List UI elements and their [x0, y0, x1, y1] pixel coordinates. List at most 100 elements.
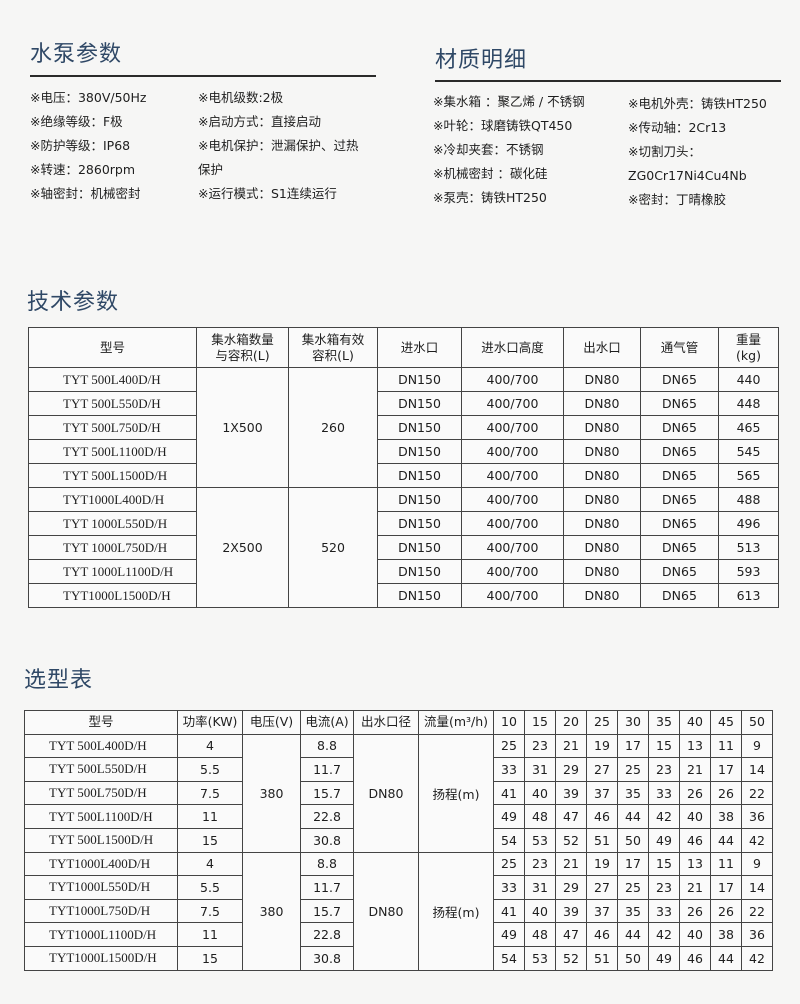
tech-params-table: 型号 集水箱数量与容积(L) 集水箱有效容积(L) 进水口 进水口高度 出水口 通气管 重量(…: [28, 327, 779, 608]
flow-header: 20: [555, 710, 587, 735]
current-cell: 15.7: [300, 898, 354, 924]
head-cell: 44: [710, 945, 742, 971]
head-cell: 41: [493, 780, 525, 806]
column-header: 出水口径: [353, 710, 419, 735]
head-cell: 13: [679, 733, 711, 759]
current-cell: 22.8: [300, 922, 354, 947]
table-row: TYT1000L1500D/H DN150 400/700 DN80 DN65 613: [28, 583, 779, 608]
pump-params-heading: 水泵参数: [30, 42, 123, 67]
column-header: 型号: [24, 710, 178, 735]
value-cell: DN150: [377, 487, 462, 512]
value-cell: 400/700: [461, 559, 564, 584]
divider: [435, 80, 781, 82]
head-cell: 50: [617, 945, 649, 971]
head-cell: 14: [741, 875, 773, 900]
model-cell: TYT 500L1100D/H: [24, 804, 178, 829]
column-header: 重量(kg): [718, 327, 779, 368]
model-cell: TYT 500L1500D/H: [28, 463, 197, 488]
head-cell: 53: [524, 827, 556, 853]
flow-header: 10: [493, 710, 525, 735]
spec-item: ※启动方式：直接启动: [198, 114, 321, 129]
head-cell: 49: [648, 945, 680, 971]
table-row: TYT 500L1100D/H 11 22.8 49 48 47 46 44 42 40 38 36: [24, 804, 773, 829]
table-row: TYT1000L1100D/H 11 22.8 49 48 47 46 44 42 40 38 36: [24, 922, 773, 947]
spec-item: ※绝缘等级：F极: [30, 114, 123, 129]
value-cell: DN65: [640, 511, 719, 536]
outlet-cell: DN80: [353, 733, 419, 853]
power-cell: 15: [177, 945, 243, 971]
table-row: TYT1000L750D/H 7.5 15.7 41 40 39 37 35 33 26 26 22: [24, 898, 773, 924]
head-cell: 22: [741, 898, 773, 924]
value-cell: DN150: [377, 511, 462, 536]
spec-item: ZG0Cr17Ni4Cu4Nb: [628, 168, 747, 183]
value-cell: 400/700: [461, 535, 564, 560]
current-cell: 11.7: [300, 875, 354, 900]
head-cell: 33: [493, 875, 525, 900]
head-cell: 46: [679, 827, 711, 853]
spec-item: ※电机保护：泄漏保护、过热: [198, 138, 359, 153]
head-cell: 49: [493, 922, 525, 947]
model-cell: TYT 500L550D/H: [24, 757, 178, 782]
value-cell: 400/700: [461, 463, 564, 488]
model-cell: TYT 1000L550D/H: [28, 511, 197, 536]
head-cell: 25: [493, 851, 525, 877]
head-cell: 23: [648, 757, 680, 782]
value-cell: DN80: [563, 439, 641, 464]
head-cell: 49: [648, 827, 680, 853]
column-header: 电流(A): [300, 710, 354, 735]
voltage-cell: 380: [242, 851, 301, 971]
model-cell: TYT 1000L750D/H: [28, 535, 197, 560]
power-cell: 15: [177, 827, 243, 853]
value-cell: 400/700: [461, 439, 564, 464]
head-cell: 36: [741, 804, 773, 829]
spec-item: ※轴密封：机械密封: [30, 186, 141, 201]
table-row: TYT 500L1100D/H DN150 400/700 DN80 DN65 545: [28, 439, 779, 464]
value-cell: DN80: [563, 415, 641, 440]
head-cell: 19: [586, 851, 618, 877]
value-cell: DN80: [563, 535, 641, 560]
head-cell: 9: [741, 733, 773, 759]
value-cell: 400/700: [461, 367, 564, 392]
flow-header: 35: [648, 710, 680, 735]
value-cell: 400/700: [461, 583, 564, 608]
value-cell: 613: [718, 583, 779, 608]
head-label-cell: 扬程(m): [418, 733, 494, 853]
tank-cell: 2X500: [196, 487, 289, 608]
spec-item: ※电机外壳：铸铁HT250: [628, 96, 767, 111]
head-cell: 52: [555, 827, 587, 853]
current-cell: 22.8: [300, 804, 354, 829]
head-cell: 27: [586, 757, 618, 782]
head-cell: 33: [648, 898, 680, 924]
head-cell: 36: [741, 922, 773, 947]
column-header: 功率(KW): [177, 710, 243, 735]
model-cell: TYT1000L750D/H: [24, 898, 178, 924]
head-cell: 33: [648, 780, 680, 806]
head-cell: 47: [555, 922, 587, 947]
spec-item: ※切割刀头：: [628, 144, 701, 159]
head-cell: 9: [741, 851, 773, 877]
outlet-cell: DN80: [353, 851, 419, 971]
table-row: TYT1000L400D/H 2X500 520 DN150 400/700 DN80 DN…: [28, 487, 779, 608]
head-cell: 21: [679, 875, 711, 900]
value-cell: 545: [718, 439, 779, 464]
head-cell: 11: [710, 733, 742, 759]
materials-col2: ※电机外壳：铸铁HT250 ※传动轴：2Cr13 ※切割刀头： ZG0Cr17Ni4C…: [628, 92, 767, 212]
flow-header: 30: [617, 710, 649, 735]
power-cell: 7.5: [177, 780, 243, 806]
head-cell: 52: [555, 945, 587, 971]
value-cell: DN65: [640, 463, 719, 488]
spec-item: ※集水箱 ：聚乙烯 / 不锈钢: [433, 94, 585, 109]
value-cell: DN65: [640, 535, 719, 560]
model-cell: TYT 500L750D/H: [28, 415, 197, 440]
head-cell: 27: [586, 875, 618, 900]
value-cell: DN65: [640, 559, 719, 584]
head-cell: 26: [710, 780, 742, 806]
spec-item: ※机械密封 ：碳化硅: [433, 166, 548, 181]
flow-header: 40: [679, 710, 711, 735]
spec-item: ※传动轴：2Cr13: [628, 120, 727, 135]
table-row: TYT 1000L550D/H DN150 400/700 DN80 DN65 496: [28, 511, 779, 536]
column-header: 进水口: [377, 327, 462, 368]
head-cell: 46: [679, 945, 711, 971]
table-row: TYT 500L750D/H 7.5 15.7 41 40 39 37 35 33 26 26 22: [24, 780, 773, 806]
value-cell: 593: [718, 559, 779, 584]
